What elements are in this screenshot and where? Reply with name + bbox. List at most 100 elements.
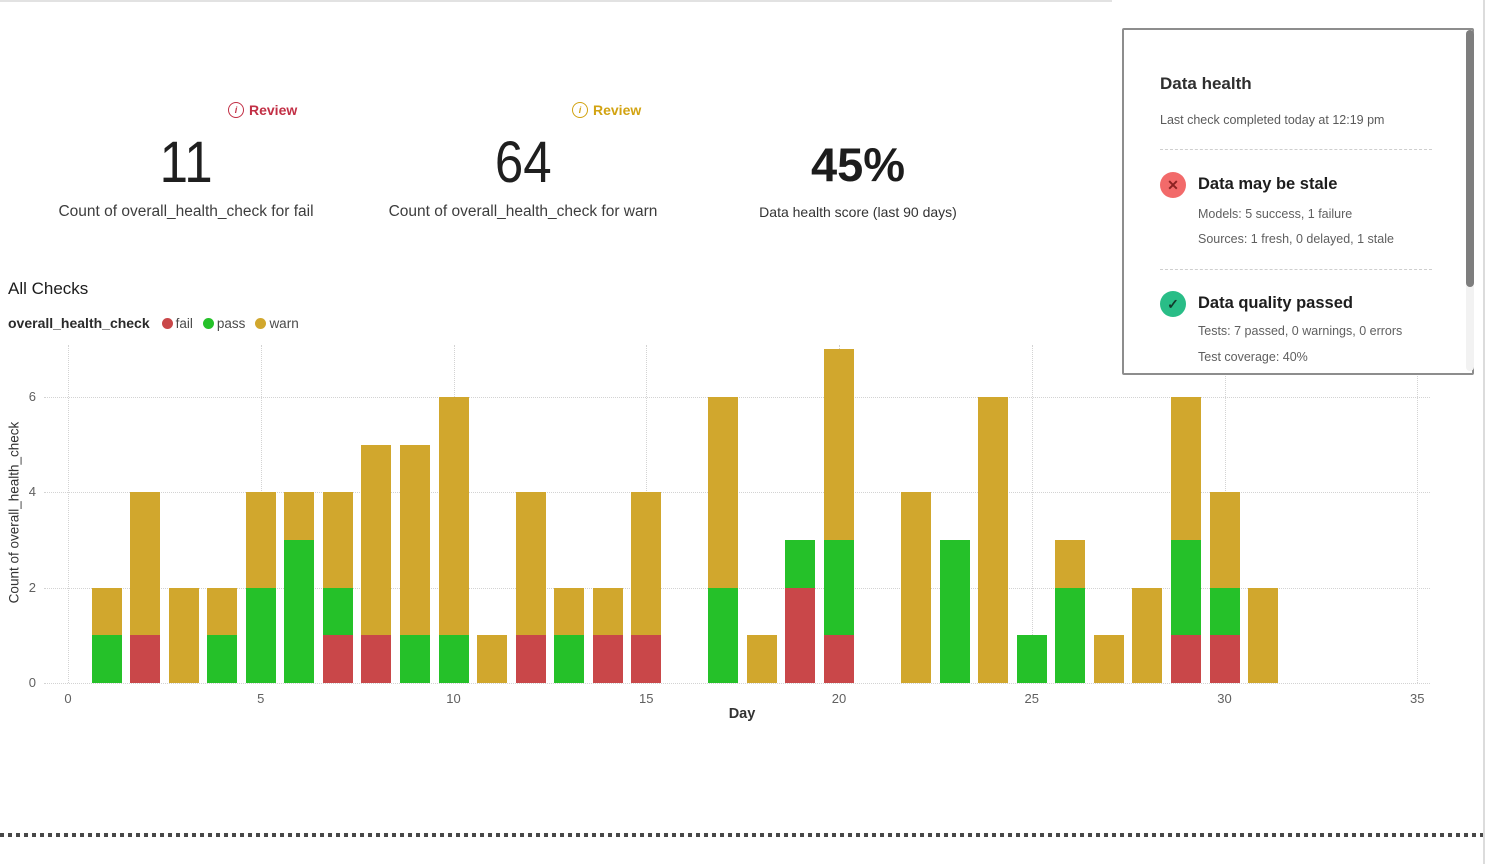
- metric-label: Count of overall_health_check for fail: [58, 203, 314, 220]
- status-detail: Tests: 7 passed, 0 warnings, 0 errors: [1198, 324, 1403, 338]
- legend-label: pass: [216, 315, 246, 331]
- bar-day20-warn[interactable]: [824, 349, 854, 540]
- legend-item-pass[interactable]: pass: [202, 315, 246, 331]
- bar-day30-warn[interactable]: [1209, 492, 1240, 588]
- metric-value: 64: [494, 130, 552, 195]
- panel-title: Data health: [1160, 74, 1252, 93]
- legend-item-warn[interactable]: warn: [255, 316, 299, 331]
- bar-day29-pass[interactable]: [1170, 539, 1201, 636]
- status-title-stale: Data may be stale: [1198, 175, 1338, 193]
- status-detail: Models: 5 success, 1 failure: [1198, 207, 1353, 221]
- chart-legend: overall_health_check fail pass warn: [8, 315, 299, 331]
- top-edge-line: [0, 0, 1112, 2]
- bar-day17-warn[interactable]: [708, 396, 739, 588]
- bar-day30-fail[interactable]: [1209, 635, 1240, 683]
- metric-label: Count of overall_health_check for warn: [388, 203, 658, 220]
- x-tick-label: 20: [831, 691, 847, 706]
- bar-day12-fail[interactable]: [515, 635, 546, 683]
- bar-day10-warn[interactable]: [438, 396, 469, 636]
- y-tick-label: 4: [28, 484, 36, 500]
- bar-day4-pass[interactable]: [207, 635, 238, 683]
- bar-day23-pass[interactable]: [939, 539, 970, 683]
- h-gridline: [44, 683, 1430, 684]
- bar-day8-fail[interactable]: [361, 635, 392, 683]
- bar-day20-fail[interactable]: [824, 635, 854, 683]
- bar-day19-pass[interactable]: [785, 539, 816, 588]
- x-circle-icon: ✕: [1160, 172, 1186, 198]
- x-tick-label: 30: [1217, 691, 1232, 706]
- review-badge-fail[interactable]: i Review: [228, 102, 297, 118]
- bar-day1-warn[interactable]: [91, 587, 122, 636]
- panel-subtitle: Last check completed today at 12:19 pm: [1160, 113, 1385, 127]
- x-tick-label: 5: [257, 691, 265, 706]
- bar-day30-pass[interactable]: [1209, 587, 1240, 636]
- bottom-dotted-divider: [0, 833, 1487, 837]
- review-badge-warn[interactable]: i Review: [572, 102, 641, 118]
- review-label: Review: [249, 102, 298, 118]
- panel-scrollbar-thumb[interactable]: [1466, 30, 1474, 287]
- bar-day5-pass[interactable]: [245, 587, 276, 683]
- bar-day8-warn[interactable]: [361, 444, 392, 636]
- bar-day13-warn[interactable]: [554, 587, 585, 636]
- metric-label: Data health score (last 90 days): [759, 204, 957, 220]
- bar-day7-fail[interactable]: [322, 635, 353, 683]
- legend-item-fail[interactable]: fail: [161, 315, 193, 331]
- bar-day26-pass[interactable]: [1055, 587, 1086, 683]
- bar-day27-warn[interactable]: [1093, 635, 1124, 683]
- bar-day11-warn[interactable]: [477, 635, 508, 683]
- bar-day29-fail[interactable]: [1170, 635, 1201, 683]
- bar-day18-warn[interactable]: [746, 635, 777, 683]
- bar-day13-pass[interactable]: [554, 635, 585, 683]
- bar-day15-warn[interactable]: [631, 492, 662, 636]
- bar-day24-warn[interactable]: [978, 396, 1009, 683]
- x-tick-label: 35: [1410, 691, 1425, 706]
- bar-day29-warn[interactable]: [1170, 396, 1201, 540]
- review-label: Review: [593, 102, 642, 118]
- bar-day22-warn[interactable]: [901, 492, 932, 683]
- status-detail: Test coverage: 40%: [1198, 350, 1308, 364]
- bar-day31-warn[interactable]: [1248, 587, 1279, 683]
- legend-dot-icon: [202, 317, 214, 329]
- data-health-panel: Data health Last check completed today a…: [1122, 28, 1474, 375]
- bar-day6-warn[interactable]: [284, 492, 315, 540]
- v-gridline: [68, 345, 69, 683]
- bar-day12-warn[interactable]: [515, 492, 546, 636]
- y-tick-label: 2: [28, 579, 36, 595]
- v-gridline: [1031, 345, 1033, 683]
- bar-day1-pass[interactable]: [91, 635, 122, 683]
- bar-day15-fail[interactable]: [631, 635, 662, 683]
- check-circle-icon: ✓: [1160, 291, 1186, 317]
- bar-day28-warn[interactable]: [1132, 587, 1163, 683]
- x-tick-label: 15: [639, 691, 654, 706]
- bar-day6-pass[interactable]: [284, 539, 315, 683]
- legend-dot-icon: [161, 317, 173, 329]
- bar-day26-warn[interactable]: [1055, 539, 1086, 588]
- bar-day7-pass[interactable]: [322, 587, 353, 636]
- bar-day9-pass[interactable]: [399, 635, 430, 683]
- v-gridline: [1417, 345, 1419, 683]
- bar-day14-warn[interactable]: [592, 587, 623, 636]
- bar-day3-warn[interactable]: [168, 587, 199, 683]
- legend-dot-icon: [255, 317, 267, 329]
- bar-day10-pass[interactable]: [438, 635, 469, 683]
- status-detail: Sources: 1 fresh, 0 delayed, 1 stale: [1198, 232, 1394, 246]
- x-axis-title: Day: [728, 706, 756, 722]
- legend-label: fail: [175, 315, 193, 331]
- bar-day9-warn[interactable]: [399, 444, 430, 636]
- bar-day19-fail[interactable]: [785, 587, 816, 683]
- bar-day4-warn[interactable]: [207, 587, 238, 636]
- bar-day2-fail[interactable]: [130, 635, 161, 683]
- bar-day7-warn[interactable]: [322, 492, 353, 588]
- metric-health-score: 45% Data health score (last 90 days): [708, 136, 1008, 224]
- bar-day5-warn[interactable]: [245, 492, 276, 588]
- bar-day17-pass[interactable]: [708, 587, 739, 683]
- bar-day14-fail[interactable]: [592, 635, 623, 683]
- metric-fail-count: 11 Count of overall_health_check for fai…: [36, 126, 336, 224]
- bar-day25-pass[interactable]: [1016, 635, 1047, 683]
- right-edge-line: [1483, 0, 1485, 864]
- bar-day20-pass[interactable]: [824, 539, 854, 636]
- x-tick-label: 25: [1024, 691, 1039, 706]
- divider: [1160, 149, 1432, 150]
- bar-day2-warn[interactable]: [130, 492, 161, 636]
